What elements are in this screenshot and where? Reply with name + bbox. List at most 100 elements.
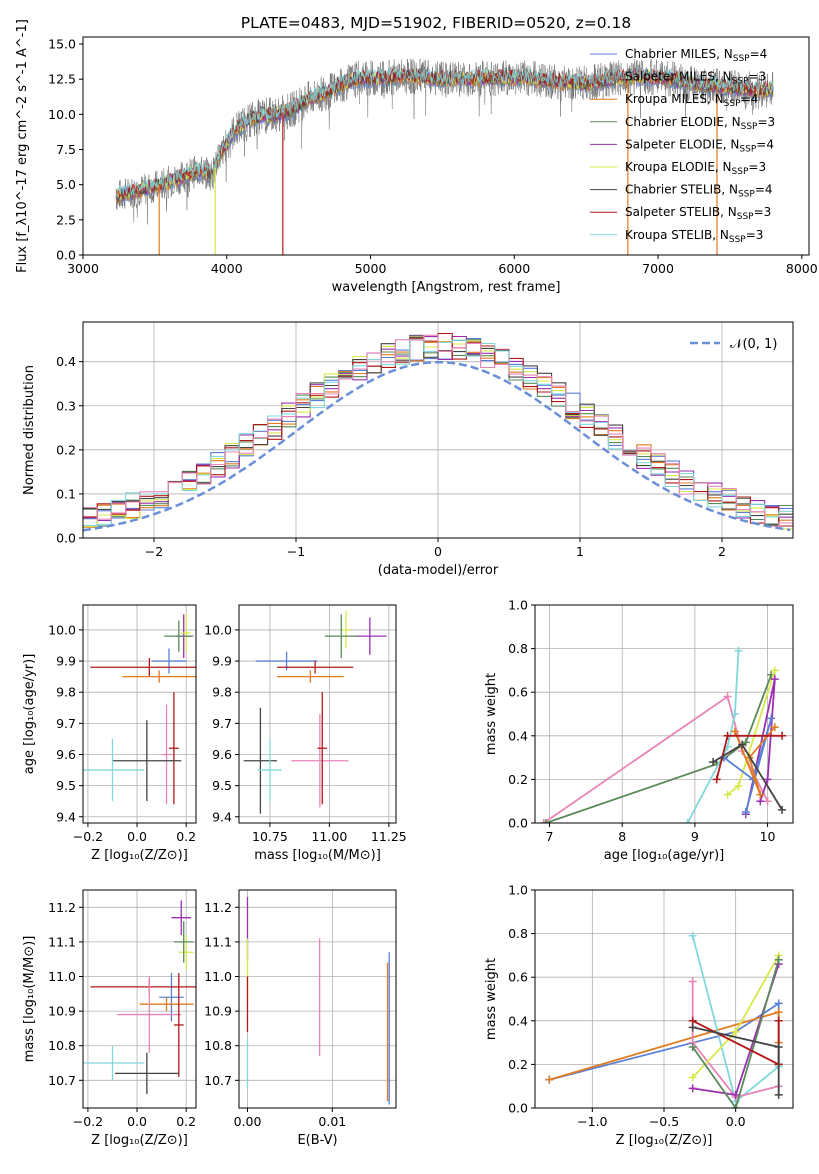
legend-tail: =4 (756, 137, 774, 151)
errorbar-point (243, 707, 278, 814)
x-tick-label: 11.25 (371, 829, 407, 844)
y-axis-label: mass [log₁₀(M/M⊙)] (22, 936, 37, 1063)
y-tick-label: 9.9 (212, 654, 232, 669)
weight-point-marker (723, 692, 732, 701)
weight-point-marker (774, 1008, 783, 1017)
axes-frame (82, 889, 197, 1109)
weight-point-marker (688, 1084, 697, 1093)
x-tick-label: −0.2 (73, 829, 103, 844)
x-axis-label: Z [log₁₀(Z/Z⊙)] (91, 848, 188, 863)
legend-label: Kroupa STELIB, N (625, 228, 729, 242)
weight-series-line (691, 981, 779, 1099)
histogram-step-chabrier_stelib (83, 337, 793, 526)
y-tick-label: 9.6 (212, 747, 232, 762)
y-tick-label: 0.4 (56, 354, 76, 369)
errorbar-point (112, 720, 182, 802)
y-tick-label: 9.4 (212, 809, 232, 824)
weight-point-marker (734, 646, 743, 655)
legend-tail: =3 (748, 160, 766, 174)
x-axis-label: wavelength [Angstrom, rest frame] (332, 280, 561, 295)
x-tick-label: 0.2 (176, 1114, 196, 1129)
x-tick-label: 8000 (786, 261, 818, 276)
x-tick-label: −0.2 (73, 1114, 103, 1129)
y-tick-label: 10.0 (48, 622, 76, 637)
weight-point-marker (688, 977, 697, 986)
x-tick-label: 1 (576, 544, 584, 559)
weight-point-marker (774, 999, 783, 1008)
y-tick-label: 2.5 (56, 212, 76, 227)
y-tick-label: 0.6 (508, 685, 528, 700)
weight-point-marker (741, 808, 750, 817)
errorbar-point (324, 614, 358, 658)
mass_vs_ebv-axes: 0.00 0.01 10.7 10.8 10.9 11.0 11.1 11.2 E(B-V) (204, 889, 397, 1148)
weight-series-line (545, 674, 773, 823)
errorbar-point (173, 973, 184, 1077)
x-tick-label: −1.0 (577, 1114, 607, 1129)
legend-subscript: SSP (732, 77, 749, 87)
errorbar-point (291, 714, 349, 808)
weight-point-marker (539, 819, 548, 823)
y-tick-label: 10.8 (48, 1038, 76, 1053)
weight-point-marker (763, 775, 772, 784)
y-tick-label: 10.0 (204, 622, 232, 637)
errorbar-point (173, 921, 194, 963)
x-tick-label: −2 (145, 544, 163, 559)
weight-point-marker (774, 1042, 783, 1051)
axes-frame (534, 604, 794, 824)
y-tick-label: 0.8 (508, 641, 528, 656)
y-axis-label: Flux [f_λ10^-17 erg cm^-2 s^-1 A^-1] (15, 19, 30, 273)
y-tick-label: 11.0 (48, 969, 76, 984)
weight-point-marker (688, 1073, 697, 1082)
errorbar-point (122, 670, 196, 683)
spectrum-axes: 3000 4000 5000 6000 7000 8000 0.0 2.5 5.0 7.5 10.0… (15, 14, 818, 295)
x-tick-label: 0.00 (234, 1114, 262, 1129)
legend-entry: Kroupa MILES, NSSP=4 (625, 92, 758, 109)
legend-label: Kroupa ELODIE, N (625, 160, 732, 174)
weight-point-marker (723, 731, 732, 740)
weight_vs_age-panel (535, 604, 793, 824)
y-tick-label: 11.2 (204, 900, 232, 915)
model-spectrum-salpeter_elodie (115, 69, 774, 201)
weight-point-marker (723, 790, 732, 799)
y-tick-label: 10.7 (204, 1073, 232, 1088)
y-tick-label: 10.7 (48, 1073, 76, 1088)
residual_hist-panel (83, 322, 793, 539)
histogram-legend: 𝒩(0, 1) (690, 337, 777, 352)
weight-point-marker (688, 931, 697, 940)
legend-tail: =4 (750, 47, 768, 61)
mass_vs_Z-plot-area (83, 900, 196, 1095)
y-tick-label: 9.8 (56, 685, 76, 700)
age_vs_mass-axes: 10.75 11.00 11.25 9.4 9.5 9.6 9.7 9.8 9.9 10.0 mas… (204, 604, 407, 863)
weight-point-marker (688, 1023, 697, 1032)
weight-point-marker (774, 955, 783, 964)
legend-label: Chabrier ELODIE, N (625, 115, 741, 129)
legend-entry: Chabrier MILES, NSSP=4 (625, 47, 767, 64)
weight-point-marker (541, 819, 550, 823)
x-tick-label: 0.01 (318, 1114, 346, 1129)
y-tick-label: 1.0 (508, 598, 528, 613)
errorbar-point (178, 934, 194, 970)
x-tick-label: −0.5 (649, 1114, 679, 1129)
y-tick-label: 10.8 (204, 1038, 232, 1053)
errorbar-point (277, 661, 354, 674)
y-tick-label: 12.5 (48, 72, 76, 87)
weight-series-line (734, 726, 776, 796)
residual_hist-axes: −2 −1 0 1 2 0.0 0.1 0.2 0.3 0.4 (data-model)/error… (22, 321, 794, 578)
weight_vs_Z-axes: −1.0 −0.5 0.0 0.0 0.2 0.4 0.6 0.8 1.0 Z [log₁₀(Z/… (484, 883, 794, 1148)
legend-entry: Chabrier STELIB, NSSP=4 (625, 183, 773, 200)
legend-subscript: SSP (724, 99, 741, 109)
model-spectrum-kroupa_stelib (115, 66, 774, 199)
y-tick-label: 0.6 (508, 970, 528, 985)
y-tick-label: 0.1 (56, 486, 76, 501)
x-axis-label: Z [log₁₀(Z/Z⊙)] (91, 1133, 188, 1148)
legend-label: Chabrier STELIB, N (625, 183, 738, 197)
weight-point-marker (770, 675, 779, 684)
weight-point-marker (778, 805, 787, 814)
legend-label: Salpeter ELODIE, N (625, 137, 739, 151)
y-tick-label: 9.5 (56, 778, 76, 793)
legend-subscript: SSP (733, 54, 750, 64)
errorbar-point (161, 704, 172, 805)
weight-series-line (686, 650, 740, 823)
y-tick-label: 11.1 (48, 934, 76, 949)
age_vs_mass-plot-area (243, 611, 387, 814)
